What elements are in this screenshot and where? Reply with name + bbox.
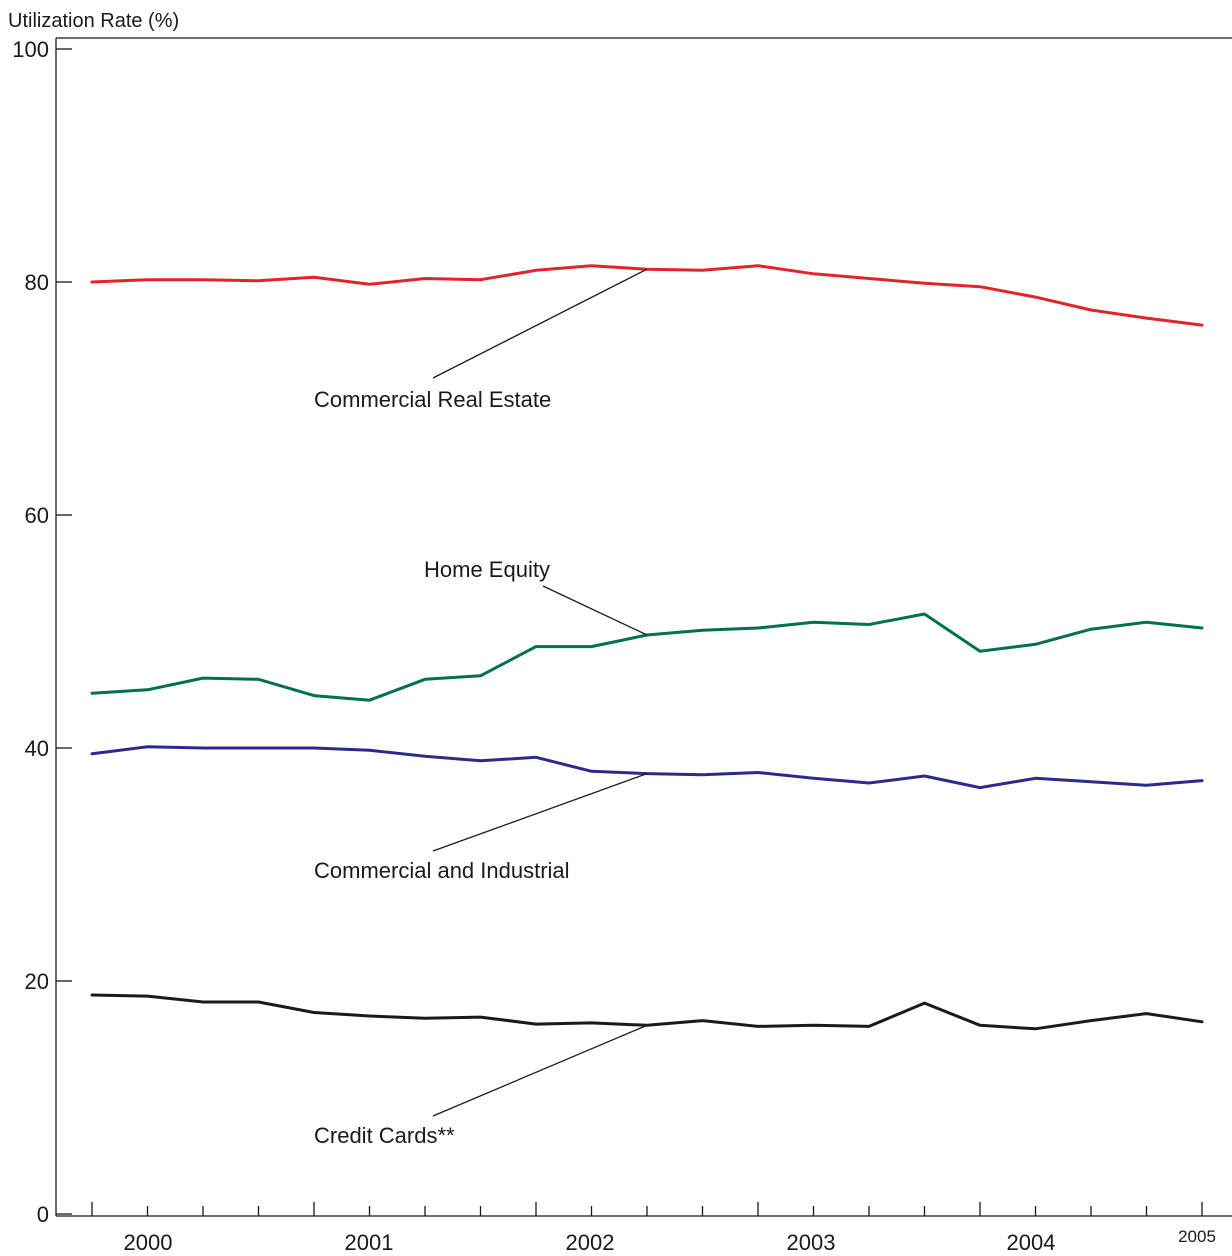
x-tick-label: 2003: [787, 1230, 836, 1255]
series-annotation-label: Credit Cards**: [314, 1123, 455, 1148]
series-layer: [90, 264, 1204, 1031]
annotation-layer: Commercial Real Estate Home Equity Commerc…: [314, 268, 648, 1148]
y-tick-label: 80: [25, 270, 49, 295]
y-tick-label: 0: [37, 1202, 49, 1227]
series-line-1: [90, 612, 1204, 702]
y-tick-label: 20: [25, 969, 49, 994]
series-annotation-label: Commercial and Industrial: [314, 858, 570, 883]
y-tick-label: 60: [25, 503, 49, 528]
x-tick-label: 2001: [345, 1230, 394, 1255]
series-line-0: [90, 264, 1204, 327]
axes: 0 20 40 60 80 100 2000 2001 2002 2003 2004 2005: [12, 37, 1232, 1255]
x-tick-label: 2004: [1007, 1230, 1056, 1255]
series-line-3: [90, 993, 1204, 1031]
x-tick-label: 2002: [566, 1230, 615, 1255]
x-tick-label: 2000: [124, 1230, 173, 1255]
y-tick-label: 100: [12, 37, 49, 62]
annotation-leader: [432, 1024, 648, 1117]
series-annotation-label: Home Equity: [424, 557, 550, 582]
series-annotation-label: Commercial Real Estate: [314, 387, 551, 412]
series-line-2: [90, 745, 1204, 790]
annotation-leader: [432, 268, 648, 379]
annotation-leader: [432, 773, 648, 852]
y-tick-label: 40: [25, 736, 49, 761]
annotation-leader: [542, 585, 648, 636]
x-tick-label: 2005: [1178, 1227, 1216, 1246]
y-axis-label: Utilization Rate (%): [8, 10, 179, 32]
